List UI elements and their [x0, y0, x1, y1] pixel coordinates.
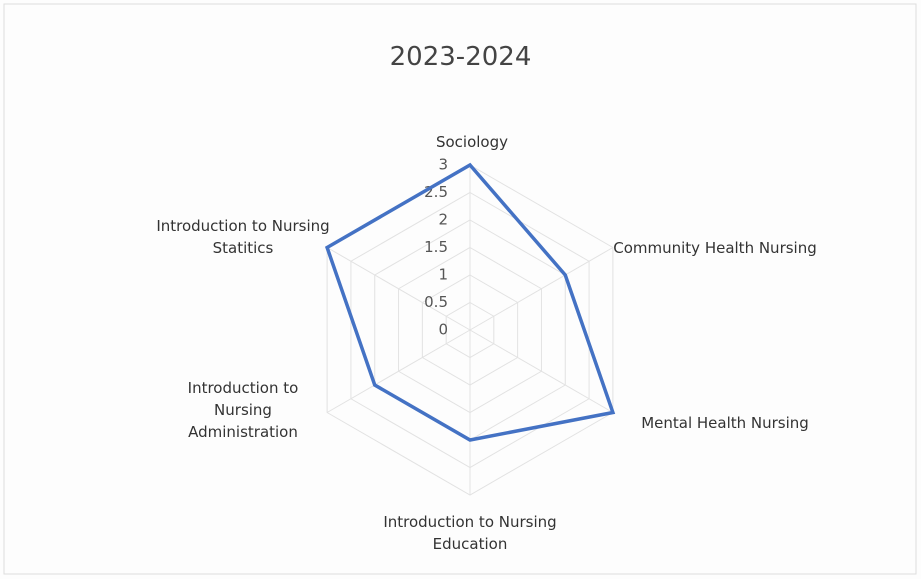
r-tick-label: 0 [438, 321, 448, 339]
r-tick-label: 1 [438, 266, 448, 284]
category-label: Sociology [435, 133, 509, 151]
spoke [326, 247, 471, 331]
category-label: Introduction to Nursing Education [383, 513, 557, 553]
category-label: Community Health Nursing [613, 239, 817, 257]
category-label: Mental Health Nursing [641, 414, 809, 432]
r-tick-label: 1.5 [424, 238, 448, 256]
category-label: Introduction to Nursing Statitics [156, 217, 330, 257]
chart-title: 2023-2024 [389, 42, 532, 72]
chart-border [3, 3, 917, 575]
r-tick-label: 2 [438, 211, 448, 229]
spoke [469, 329, 614, 413]
data-line [324, 162, 616, 442]
r-tick-label: 0.5 [424, 293, 448, 311]
spoke [469, 247, 614, 331]
category-label: Introduction to Nursing Administration [187, 379, 299, 441]
spoke [326, 329, 471, 413]
r-tick-label: 3 [438, 156, 448, 174]
